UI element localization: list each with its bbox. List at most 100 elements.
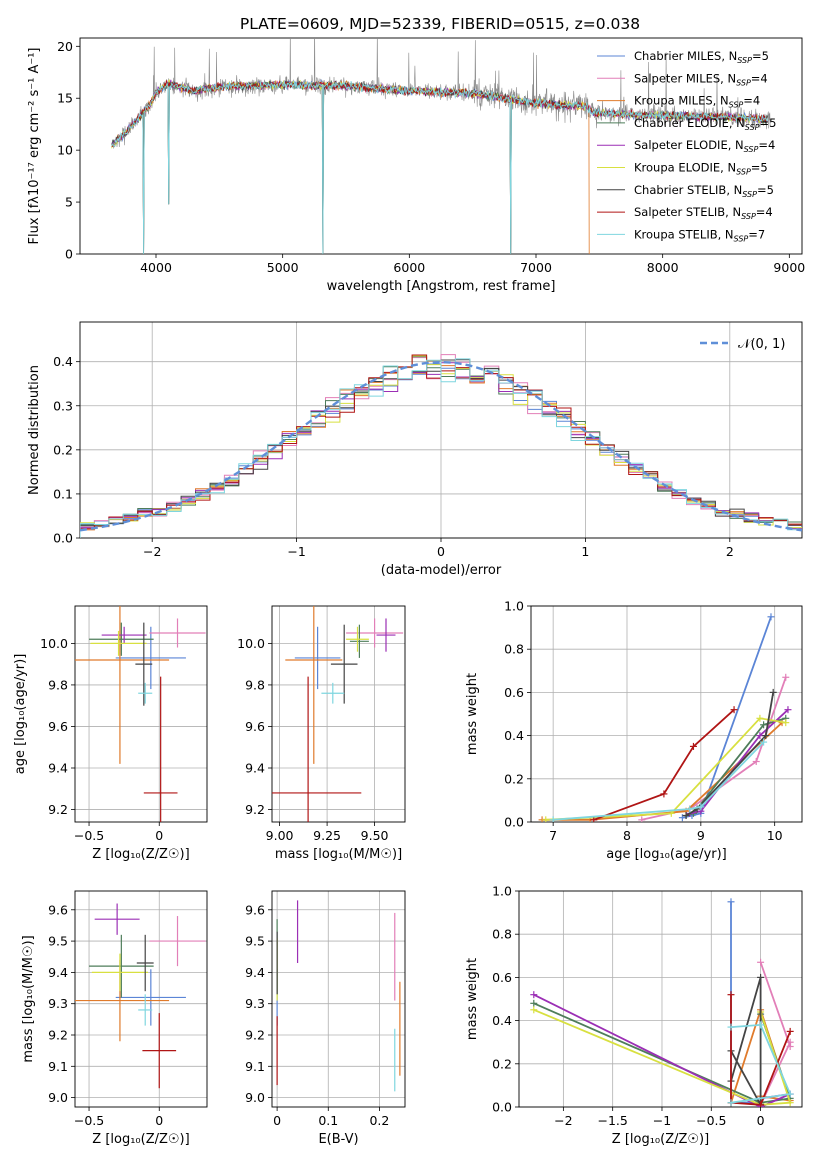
mass-weight-vs-z-ytick-label-3: 0.6 <box>492 970 512 985</box>
mass-weight-vs-age-xlabel: age [log₁₀(age/yr)] <box>606 847 727 862</box>
mass-vs-z-xlabel: Z [log₁₀(Z/Z☉)] <box>92 1132 189 1147</box>
age-vs-mass-ytick-label-4: 10.0 <box>237 636 265 651</box>
mass-vs-ebv-ytick-label-4: 9.4 <box>245 965 265 980</box>
legend-entry-8: Kroupa STELIB, NSSP=7 <box>634 227 765 243</box>
mass-vs-z-ytick-label-5: 9.5 <box>48 934 68 949</box>
age-vs-z-ytick-label-4: 10.0 <box>40 636 68 651</box>
mass-weight-vs-age-series-7 <box>593 709 735 821</box>
age-vs-mass-ytick-label-3: 9.8 <box>245 677 265 692</box>
mass-weight-vs-z-xtick-label-2: −1 <box>653 1113 671 1128</box>
mass-weight-vs-age-series-6 <box>685 692 775 817</box>
mass-weight-vs-age-point-7-1 <box>660 790 668 798</box>
mass-weight-vs-age-ytick-label-3: 0.6 <box>504 685 524 700</box>
mass-weight-vs-age-point-5-3 <box>782 719 790 727</box>
mass-vs-z-ytick-label-0: 9.0 <box>48 1090 68 1105</box>
mass-weight-vs-age-series-1 <box>641 677 787 821</box>
mass-weight-vs-z-xtick-label-1: −1.5 <box>597 1113 627 1128</box>
spectrum-model-line-6 <box>111 80 768 254</box>
mass-weight-vs-z-point-4-0 <box>530 991 538 999</box>
mass-weight-vs-age-point-0-3 <box>767 613 775 621</box>
mass-weight-vs-age-ytick-label-2: 0.4 <box>504 728 524 743</box>
mass-weight-vs-z-xtick-label-0: −2 <box>554 1113 572 1128</box>
mass-vs-z-errorbars <box>75 903 206 1089</box>
mass-weight-vs-z-ytick-label-2: 0.4 <box>492 1013 512 1028</box>
mass-vs-z-axes: −0.5 0 9.0 9.1 9.2 9.3 9.4 9.5 9.6 Z [log₁₀(Z/Z☉)… <box>21 890 208 1147</box>
mass-vs-z-frame <box>74 890 208 1108</box>
mass-weight-vs-age-series-2 <box>542 721 783 821</box>
age-vs-mass-xlabel: mass [log₁₀(M/M☉)] <box>275 847 402 862</box>
age-vs-z-frame <box>74 605 208 823</box>
legend-entry-2: Kroupa MILES, NSSP=4 <box>634 94 760 110</box>
mass-weight-vs-z-point-7-2 <box>757 1101 765 1107</box>
mass-weight-vs-z-xlabel: Z [log₁₀(Z/Z☉)] <box>612 1132 709 1147</box>
mass-vs-ebv-xlabel: E(B-V) <box>318 1132 358 1147</box>
mass-weight-vs-age-point-4-3 <box>784 706 792 714</box>
age-vs-mass-xtick-label-0: 9.00 <box>266 828 294 843</box>
mass-weight-vs-z-series-6 <box>730 977 762 1106</box>
mass-weight-vs-age-lines <box>538 613 792 822</box>
spectrum-xtick-label-5: 9000 <box>773 260 805 275</box>
mass-weight-vs-age-xtick-label-0: 7 <box>549 828 557 843</box>
age-vs-z-ytick-label-2: 9.6 <box>48 719 68 734</box>
age-vs-z-ytick-label-3: 9.8 <box>48 677 68 692</box>
mass-weight-vs-z-series-7 <box>730 994 792 1106</box>
mass-weight-vs-age-point-8-2 <box>697 803 705 811</box>
residuals-histograms <box>80 354 802 538</box>
mass-weight-vs-z-point-8-0 <box>727 1023 735 1031</box>
mass-vs-ebv-ytick-label-2: 9.2 <box>245 1028 265 1043</box>
spectrum-lines <box>111 38 771 254</box>
figure-title: PLATE=0609, MJD=52339, FIBERID=0515, z=0… <box>240 15 640 33</box>
mass-weight-vs-age-point-7-2 <box>689 742 697 750</box>
age-vs-z-ytick-label-0: 9.2 <box>48 802 68 817</box>
mass-weight-vs-z-frame <box>518 890 803 1108</box>
mass-weight-vs-z-point-3-0 <box>530 999 538 1007</box>
residuals-xtick-label-4: 2 <box>726 544 734 559</box>
mass-weight-vs-z-ytick-label-4: 0.8 <box>492 927 512 942</box>
residuals-frame <box>79 321 803 539</box>
mass-weight-vs-z-point-6-2 <box>757 973 765 981</box>
residuals-axes: −2 −1 0 1 2 0.0 0.1 0.2 0.3 0.4 (data-model)/error… <box>27 321 803 578</box>
residuals-legend: 𝒩(0, 1) <box>700 337 785 352</box>
mass-vs-ebv-axes: 0 0.1 0.2 9.0 9.1 9.2 9.3 9.4 9.5 9.6 E(B-V) <box>245 890 406 1147</box>
mass-weight-vs-age-point-0-0 <box>678 814 686 822</box>
mass-vs-z-ytick-label-2: 9.2 <box>48 1028 68 1043</box>
mass-vs-z-ytick-label-4: 9.4 <box>48 965 68 980</box>
spectrum-xlabel: wavelength [Angstrom, rest frame] <box>327 279 556 294</box>
age-vs-z-ytick-label-1: 9.4 <box>48 761 68 776</box>
age-vs-mass-frame <box>271 605 406 823</box>
mass-vs-z-ytick-label-3: 9.3 <box>48 996 68 1011</box>
mass-weight-vs-z-series-0 <box>730 901 762 1104</box>
mass-weight-vs-age-xtick-label-3: 10 <box>767 828 783 843</box>
spectrum-model-line-8 <box>111 80 768 254</box>
mass-vs-ebv-xtick-label-1: 0.1 <box>318 1113 338 1128</box>
mass-weight-vs-z-series-8 <box>730 1023 792 1104</box>
residuals-ytick-label-0: 0.0 <box>53 531 73 546</box>
spectrum-legend: Chabrier MILES, NSSP=5 Salpeter MILES, NS… <box>597 49 776 243</box>
spectrum-ytick-label-0: 0 <box>65 247 73 262</box>
mass-weight-vs-age-point-1-2 <box>752 758 760 766</box>
mass-weight-vs-age-xtick-label-1: 8 <box>623 828 631 843</box>
residuals-ytick-label-4: 0.4 <box>53 354 73 369</box>
mass-weight-vs-age-ytick-label-1: 0.2 <box>504 771 524 786</box>
legend-entry-5: Kroupa ELODIE, NSSP=5 <box>634 161 768 177</box>
spectrum-ytick-label-2: 10 <box>57 143 73 158</box>
mass-vs-ebv-xtick-label-0: 0 <box>273 1113 281 1128</box>
mass-weight-vs-z-xtick-label-4: 0 <box>757 1113 765 1128</box>
age-vs-z-xtick-label-0: −0.5 <box>74 828 104 843</box>
mass-weight-vs-age-series-0 <box>682 616 772 819</box>
mass-weight-vs-age-frame <box>530 605 803 823</box>
mass-weight-vs-z-point-1-0 <box>757 958 765 966</box>
mass-weight-vs-z-ytick-label-0: 0.0 <box>492 1100 512 1115</box>
age-vs-z-ylabel: age [log₁₀(age/yr)] <box>13 654 28 775</box>
residuals-xtick-label-1: −1 <box>287 544 305 559</box>
spectrum-xtick-label-2: 6000 <box>393 260 425 275</box>
mass-weight-vs-age-xtick-label-2: 9 <box>697 828 705 843</box>
residuals-ytick-label-3: 0.3 <box>53 398 73 413</box>
residuals-xtick-label-0: −2 <box>143 544 161 559</box>
mass-weight-vs-age-series-8 <box>553 741 765 821</box>
mass-weight-vs-age-point-7-3 <box>730 706 738 714</box>
spectrum-axes: 4000 5000 6000 7000 8000 9000 0 5 10 15 20 waveleng… <box>27 37 805 294</box>
mass-weight-vs-age-ylabel: mass weight <box>465 673 480 755</box>
mass-weight-vs-age-point-3-2 <box>760 721 768 729</box>
